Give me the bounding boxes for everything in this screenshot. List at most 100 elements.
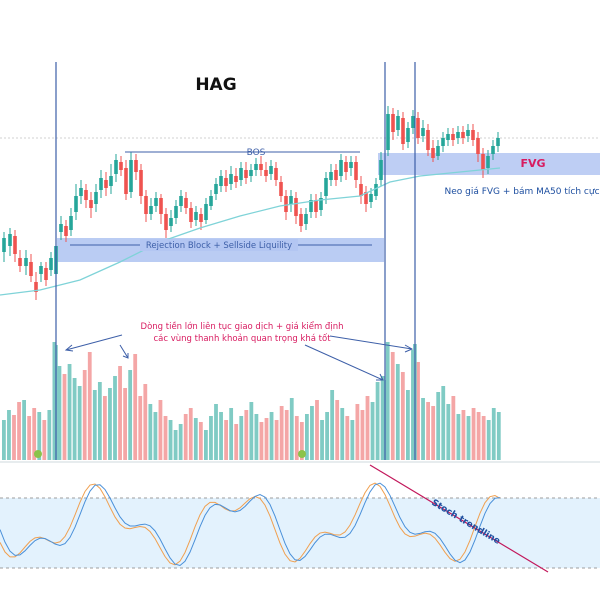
candle-body (264, 170, 268, 176)
volume-bar (279, 406, 284, 460)
candle-body (364, 192, 368, 204)
candle (64, 220, 68, 242)
candle-body (421, 128, 425, 136)
volume-bar (204, 430, 208, 460)
volume-bar (209, 416, 213, 460)
volume-bar (390, 352, 395, 460)
candle-body (354, 162, 358, 180)
volume-bar (198, 422, 203, 460)
candle (114, 154, 118, 182)
volume-bar (264, 418, 269, 460)
candle (416, 112, 420, 144)
volume-bar (37, 412, 42, 460)
candle (249, 164, 253, 182)
candle-body (134, 160, 138, 172)
candle-body (154, 198, 158, 206)
candle (401, 112, 405, 150)
volume-bar (466, 416, 471, 460)
candle-body (94, 192, 98, 204)
candle-body (416, 118, 420, 138)
volume-bar (335, 400, 340, 460)
volume-bar (183, 414, 188, 460)
cashflow-note-line1: Dòng tiền lớn liên tục giao dịch + giá k… (141, 321, 344, 332)
volume-bar (451, 396, 456, 460)
candle (476, 132, 480, 162)
volume-bar (27, 416, 32, 460)
volume-bar (92, 390, 97, 460)
volume-bar (476, 412, 481, 460)
candle-body (239, 168, 243, 180)
volume-bar (254, 414, 259, 460)
candle-body (274, 168, 278, 180)
candle-body (279, 182, 283, 196)
candle (491, 140, 495, 160)
volume-bar (82, 370, 87, 460)
candle (466, 124, 470, 142)
candle-body (259, 164, 263, 170)
volume-bar (12, 415, 16, 460)
candle (391, 108, 395, 140)
candle (319, 192, 323, 216)
candle-body (441, 138, 445, 146)
candle-body (324, 178, 328, 196)
volume-bar (2, 420, 6, 460)
candle (436, 140, 440, 160)
volume-bar (244, 410, 249, 460)
candle-body (119, 162, 123, 170)
candle-body (249, 170, 253, 176)
volume-bar (370, 402, 375, 460)
candle (441, 132, 445, 152)
candle (139, 164, 143, 204)
candle-body (99, 178, 103, 190)
volume-bar (355, 404, 360, 460)
volume-bar (345, 416, 350, 460)
candle-body (18, 258, 22, 266)
candle (149, 198, 153, 220)
candle (234, 168, 238, 188)
volume-bar (431, 406, 436, 460)
candle-body (391, 114, 395, 132)
candle (204, 198, 208, 224)
candle-body (379, 160, 383, 180)
candle (184, 192, 188, 214)
candle (329, 164, 333, 186)
candle (334, 164, 338, 186)
volume-bar (294, 416, 299, 460)
candle (421, 120, 425, 142)
candle (214, 178, 218, 200)
candle-body (194, 212, 198, 220)
volume-bar (441, 386, 446, 460)
volume-bar (148, 404, 153, 460)
candle-body (234, 176, 238, 182)
candle (29, 254, 33, 282)
arrow-to-left-volume (65, 334, 123, 351)
candle-body (69, 216, 73, 230)
candle-body (184, 198, 188, 208)
candle (124, 160, 128, 200)
candle-body (491, 146, 495, 154)
volume-bar (274, 420, 279, 460)
volume-bar (57, 366, 62, 460)
candle (446, 128, 450, 146)
candle (209, 190, 213, 210)
candle-body (486, 156, 490, 168)
candle (24, 250, 28, 275)
rejection-label-bg (140, 239, 298, 251)
candle-body (426, 130, 430, 150)
candle (69, 208, 73, 236)
candle (8, 228, 12, 256)
candle (339, 154, 343, 182)
volume-bar (178, 424, 183, 460)
volume-bar (103, 396, 107, 460)
volume-bar (289, 398, 294, 460)
candle-body (39, 266, 43, 274)
candle-body (314, 200, 318, 212)
candle (481, 148, 485, 178)
volume-bar (32, 408, 37, 460)
candle (426, 124, 430, 156)
candle-body (349, 162, 353, 168)
candle (254, 158, 258, 176)
candle-body (431, 148, 435, 158)
candle (294, 192, 298, 224)
event-marker-1 (34, 450, 42, 458)
